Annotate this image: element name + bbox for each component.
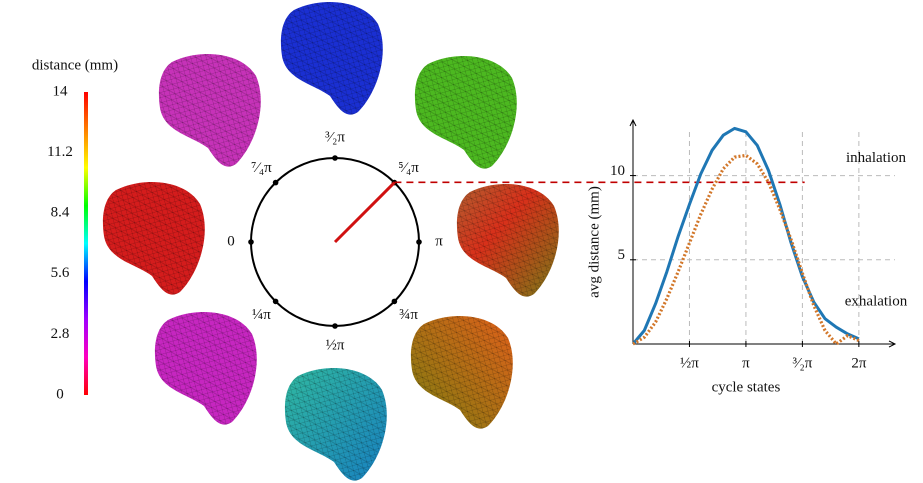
colorbar: 0 2.8 5.6 8.4 11.2 14 bbox=[47, 83, 88, 402]
colorbar-tick-label: 8.4 bbox=[51, 205, 70, 221]
x-axis bbox=[633, 341, 895, 347]
x-tick-label: 2π bbox=[851, 355, 867, 371]
colorbar-tick-label: 5.6 bbox=[51, 265, 70, 281]
colorbar-tick-label: 11.2 bbox=[47, 144, 73, 160]
mesh bbox=[155, 312, 257, 425]
state-label: ½π bbox=[326, 337, 345, 353]
state-label: ¾π bbox=[399, 307, 418, 323]
mesh bbox=[281, 2, 383, 115]
state-dot bbox=[248, 239, 254, 245]
state-dot bbox=[273, 180, 279, 186]
cycle-diagram: 0 ¼π ½π ¾π π ⁵⁄₄π ³⁄₂π ⁷⁄₄π bbox=[227, 129, 443, 353]
state-dot bbox=[416, 239, 422, 245]
figure: distance (mm) 0 2.8 5.6 8.4 11.2 14 0 ¼π ½π ¾π π ⁵… bbox=[0, 0, 923, 483]
y-tick-label: 5 bbox=[618, 247, 626, 263]
x-axis-label: cycle states bbox=[712, 379, 781, 395]
mesh bbox=[159, 54, 261, 167]
annotation: inhalation bbox=[846, 150, 906, 166]
state-label: π bbox=[435, 233, 443, 249]
state-label: ¼π bbox=[252, 307, 271, 323]
colorbar-tick-label: 14 bbox=[53, 83, 69, 99]
mesh-renderings bbox=[103, 2, 559, 481]
colorbar-tick-label: 2.8 bbox=[51, 326, 70, 342]
annotation: exhalation bbox=[845, 293, 908, 309]
y-axis bbox=[630, 120, 636, 344]
x-tick-label: ½π bbox=[680, 355, 699, 371]
state-label: ⁷⁄₄π bbox=[251, 160, 272, 176]
state-dot bbox=[392, 299, 398, 305]
x-tick-label: ³⁄₂π bbox=[792, 355, 812, 371]
colorbar-title: distance (mm) bbox=[32, 57, 118, 73]
colorbar-tick-label: 0 bbox=[56, 386, 64, 402]
state-dot bbox=[332, 323, 338, 329]
state-label: ⁵⁄₄π bbox=[398, 160, 419, 176]
mesh bbox=[285, 368, 387, 481]
x-tick-label: π bbox=[742, 355, 750, 371]
y-tick-label: 10 bbox=[610, 163, 625, 179]
y-axis-label: avg distance (mm) bbox=[586, 186, 602, 298]
mesh bbox=[411, 316, 513, 429]
mesh bbox=[103, 182, 205, 295]
mesh bbox=[415, 56, 517, 169]
state-dot bbox=[273, 299, 279, 305]
state-label: ³⁄₂π bbox=[325, 129, 345, 145]
mesh bbox=[457, 184, 559, 297]
clock-hand bbox=[335, 183, 394, 242]
state-label: 0 bbox=[227, 233, 235, 249]
colorbar-bar bbox=[84, 92, 88, 395]
state-dot bbox=[332, 155, 338, 161]
